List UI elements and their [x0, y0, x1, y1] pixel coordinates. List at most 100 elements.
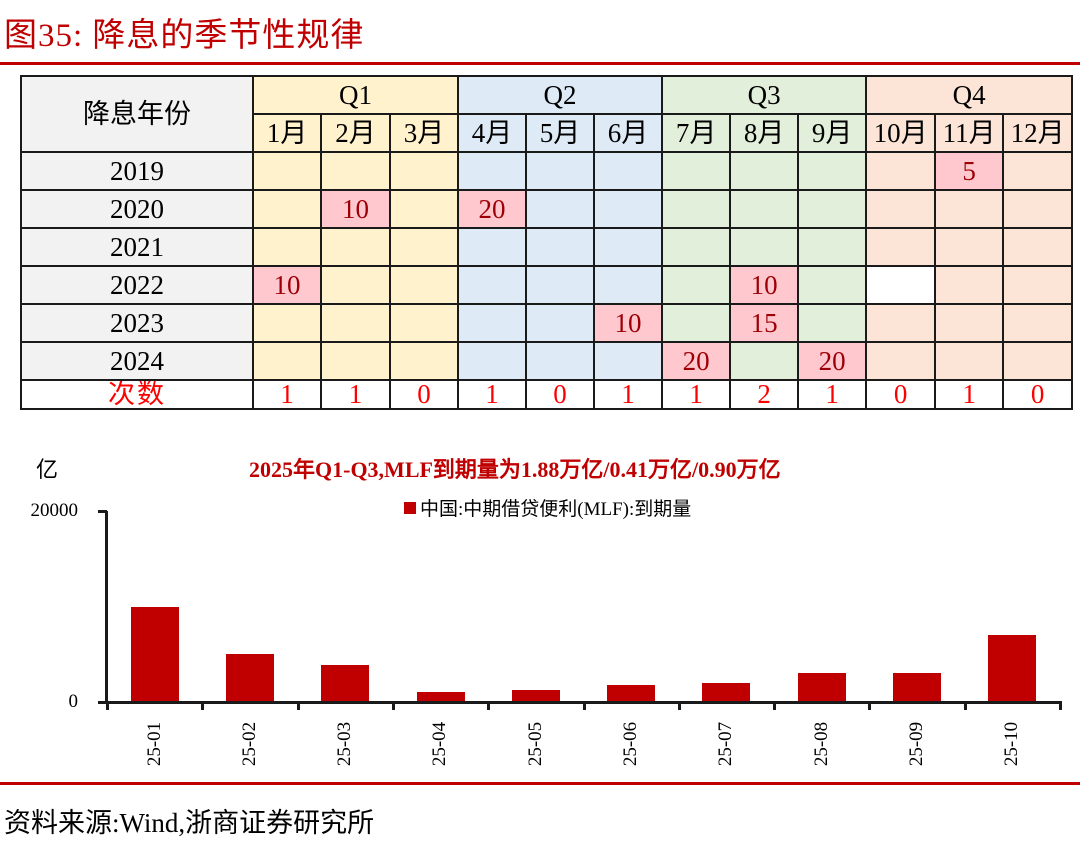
x-axis-label: 25-01 — [107, 712, 202, 776]
month-header: 10月 — [865, 113, 937, 153]
bar-plot-area — [107, 511, 1060, 702]
empty-cell — [934, 265, 1005, 305]
x-axis-label-text: 25-02 — [238, 721, 260, 767]
empty-cell — [661, 227, 732, 267]
empty-cell — [593, 227, 664, 267]
empty-cell — [252, 227, 322, 267]
count-cell: 1 — [252, 379, 322, 410]
x-axis-label: 25-03 — [298, 712, 393, 776]
empty-cell — [388, 151, 460, 191]
empty-cell — [457, 341, 528, 381]
quarter-header-q3: Q3 — [661, 75, 868, 115]
empty-cell — [252, 341, 322, 381]
x-axis-label: 25-09 — [869, 712, 964, 776]
bar-25-01 — [130, 606, 179, 702]
month-header: 6月 — [593, 113, 664, 153]
rate-cut-cell: 10 — [729, 265, 800, 305]
empty-cell — [1002, 303, 1074, 343]
year-label: 2020 — [20, 189, 254, 229]
x-axis-tick — [391, 701, 395, 710]
x-axis-tick — [201, 701, 205, 710]
month-header-row: 1月 2月 3月 4月 5月 6月 7月 8月 9月 10月 11月 12月 — [21, 113, 1074, 153]
empty-cell — [320, 151, 391, 191]
empty-cell — [729, 151, 800, 191]
x-axis-label: 25-06 — [584, 712, 679, 776]
year-row: 2019 5 — [20, 151, 1074, 191]
year-label: 2022 — [20, 265, 254, 305]
month-header: 12月 — [1002, 113, 1074, 153]
empty-cell — [1002, 227, 1074, 267]
empty-cell — [661, 265, 732, 305]
y-axis-unit: 亿 — [36, 457, 59, 482]
y-axis-tick — [98, 510, 107, 513]
rate-cut-seasonality-table: 降息年份 Q1 Q2 Q3 Q4 1月 2月 3月 4月 5月 6月 7月 8月 9月 10月 11… — [20, 75, 1074, 410]
x-axis-tick — [106, 701, 109, 710]
empty-cell — [865, 341, 937, 381]
year-label: 2023 — [20, 303, 254, 343]
year-row: 2023 10 15 — [20, 303, 1074, 343]
empty-cell — [320, 227, 391, 267]
bar-25-09 — [893, 673, 942, 702]
empty-cell — [797, 189, 868, 229]
bar-25-08 — [797, 673, 846, 702]
month-header: 1月 — [252, 113, 322, 153]
title-divider — [0, 62, 1080, 65]
quarter-header-q2: Q2 — [457, 75, 664, 115]
empty-cell — [525, 227, 596, 267]
count-cell: 0 — [865, 379, 937, 410]
count-cell: 1 — [593, 379, 664, 410]
x-axis-tick — [582, 701, 586, 710]
x-axis-tick — [296, 701, 300, 710]
empty-cell — [797, 151, 868, 191]
month-header: 2月 — [320, 113, 391, 153]
empty-cell — [457, 151, 528, 191]
year-label: 2021 — [20, 227, 254, 267]
x-axis-label-text: 25-07 — [715, 721, 737, 767]
empty-cell — [252, 303, 322, 343]
chart-title: 2025年Q1-Q3,MLF到期量为1.88万亿/0.41万亿/0.90万亿 — [249, 457, 781, 482]
empty-cell — [525, 189, 596, 229]
empty-cell — [252, 189, 322, 229]
empty-cell — [661, 151, 732, 191]
x-axis-tick — [868, 701, 872, 710]
count-cell: 1 — [661, 379, 732, 410]
count-cell: 1 — [457, 379, 528, 410]
count-cell: 0 — [525, 379, 596, 410]
x-axis-label: 25-08 — [774, 712, 869, 776]
bar-25-05 — [511, 689, 560, 702]
empty-cell — [934, 303, 1005, 343]
source-note: 资料来源:Wind,浙商证券研究所 — [4, 808, 375, 838]
empty-cell — [388, 303, 460, 343]
empty-cell — [457, 303, 528, 343]
y-tick-max: 20000 — [30, 500, 79, 521]
corner-label: 降息年份 — [20, 75, 254, 153]
empty-cell — [1002, 189, 1074, 229]
y-axis-tick — [98, 701, 107, 704]
count-cell: 1 — [797, 379, 868, 410]
rate-cut-cell: 20 — [797, 341, 868, 381]
x-axis-label-text: 25-03 — [334, 721, 356, 767]
empty-cell — [934, 189, 1005, 229]
month-header: 7月 — [661, 113, 732, 153]
empty-cell — [320, 265, 391, 305]
x-axis-tick — [1059, 701, 1062, 710]
empty-cell — [797, 265, 868, 305]
quarter-header-q1: Q1 — [251, 75, 460, 115]
year-row: 2024 20 20 — [20, 341, 1074, 381]
rate-cut-cell: 15 — [729, 303, 800, 343]
x-axis-tick — [963, 701, 967, 710]
empty-cell — [661, 189, 732, 229]
empty-cell — [457, 265, 528, 305]
empty-cell — [729, 189, 800, 229]
year-row: 2022 10 10 — [20, 265, 1074, 305]
empty-cell — [388, 227, 460, 267]
bar-25-10 — [988, 635, 1037, 702]
bar-25-07 — [702, 682, 751, 702]
source-divider — [0, 782, 1080, 785]
bar-25-03 — [321, 664, 370, 702]
x-axis-tick — [773, 701, 777, 710]
empty-cell — [593, 265, 664, 305]
legend-swatch-icon — [404, 501, 416, 514]
empty-cell — [729, 227, 800, 267]
